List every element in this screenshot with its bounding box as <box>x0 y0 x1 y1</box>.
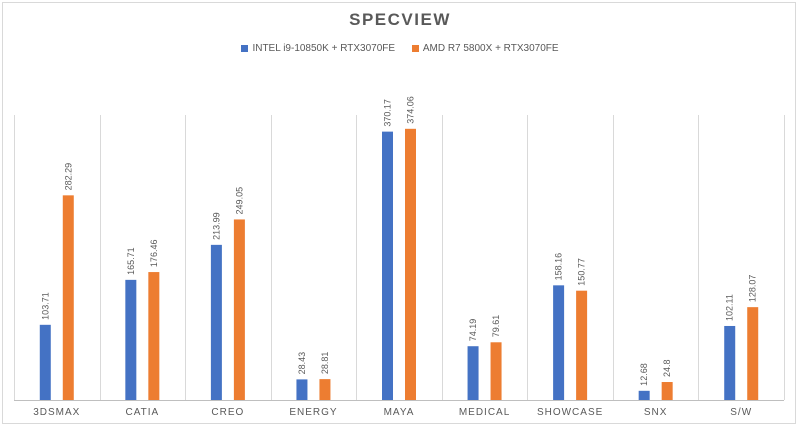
x-tick-label: CATIA <box>125 407 159 418</box>
x-tick-label: S/W <box>730 407 752 418</box>
x-tick-label: 3DSMAX <box>33 407 80 418</box>
legend-label-series-2: AMD R7 5800X + RTX3070FE <box>422 43 559 54</box>
bar-1 <box>296 379 308 400</box>
bar-2 <box>319 379 331 400</box>
data-label: 24.8 <box>662 359 672 377</box>
data-label: 150.77 <box>577 258 587 286</box>
legend-item-series-2: AMD R7 5800X + RTX3070FE <box>411 43 559 54</box>
bar-1 <box>553 285 565 400</box>
legend-swatch-series-1 <box>241 45 249 52</box>
data-label: 128.07 <box>748 275 758 303</box>
x-tick-label: SHOWCASE <box>537 407 603 418</box>
bar-1 <box>210 244 222 400</box>
bar-1 <box>638 390 650 400</box>
data-label: 374.06 <box>406 96 416 124</box>
bar-2 <box>576 290 588 400</box>
data-label: 79.61 <box>491 315 501 338</box>
legend-swatch-series-2 <box>411 45 419 52</box>
data-label: 249.05 <box>234 187 244 215</box>
legend-label-series-1: INTEL i9-10850K + RTX3070FE <box>252 43 396 54</box>
bar-1 <box>382 131 393 400</box>
bar-2 <box>233 219 245 400</box>
bar-1 <box>724 325 736 400</box>
x-tick-label: MAYA <box>384 407 415 418</box>
bar-1 <box>39 324 51 400</box>
bar-2 <box>405 128 416 400</box>
data-label: 213.99 <box>211 212 221 240</box>
data-label: 12.68 <box>639 363 649 386</box>
bar-1 <box>467 346 479 400</box>
x-tick-label: ENERGY <box>289 407 337 418</box>
data-label: 158.16 <box>554 253 564 281</box>
data-label: 28.81 <box>320 352 330 375</box>
data-label: 74.19 <box>468 319 478 342</box>
bar-2 <box>62 195 74 400</box>
data-label: 103.71 <box>40 292 50 320</box>
bar-1 <box>125 279 137 400</box>
bar-2 <box>747 307 759 400</box>
data-label: 102.11 <box>725 294 735 321</box>
x-tick-label: SNX <box>644 407 668 418</box>
chart-legend: INTEL i9-10850K + RTX3070FE AMD R7 5800X… <box>0 43 800 55</box>
data-label: 165.71 <box>126 247 136 275</box>
bar-2 <box>661 382 673 400</box>
chart-title: SPECVIEW <box>349 10 451 29</box>
x-tick-label: MEDICAL <box>459 407 510 418</box>
legend-item-series-1: INTEL i9-10850K + RTX3070FE <box>241 43 395 54</box>
data-label: 370.17 <box>383 99 393 127</box>
data-label: 282.29 <box>63 163 73 191</box>
x-tick-label: CREO <box>211 407 244 418</box>
data-label: 176.46 <box>149 240 159 268</box>
bar-2 <box>490 342 502 400</box>
data-label: 28.43 <box>297 352 307 375</box>
bar-2 <box>148 272 160 400</box>
